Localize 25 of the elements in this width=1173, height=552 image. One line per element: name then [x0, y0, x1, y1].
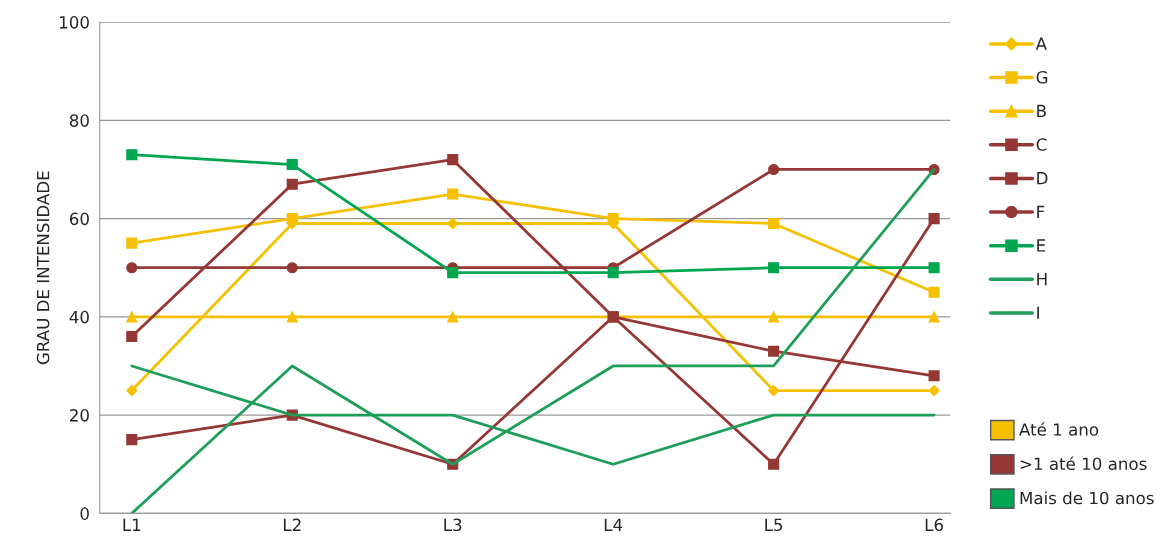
- legend-label: I: [1037, 306, 1039, 319]
- x-tick-label: L6: [925, 518, 943, 532]
- legend-label: A: [1035, 37, 1047, 50]
- text: >1 até 10 anos: [1020, 456, 1147, 471]
- legend-label: C: [1036, 138, 1047, 151]
- x-tick-label: L3: [444, 518, 462, 532]
- y-tick-label: 40: [69, 310, 89, 324]
- y-tick-label: 20: [70, 409, 89, 422]
- legend-label: E: [1037, 239, 1046, 252]
- y-tick-label: 0: [80, 507, 89, 520]
- y-tick-label: 60: [69, 212, 89, 226]
- text: Mais de 10 anos: [1020, 491, 1154, 505]
- y-tick-label: 100: [60, 16, 89, 29]
- x-tick-label: L5: [765, 518, 783, 532]
- legend-label: D: [1037, 172, 1048, 185]
- x-tick-label: L4: [604, 518, 623, 531]
- text: Até 1 ano: [1019, 422, 1099, 436]
- legend-label: F: [1037, 205, 1045, 218]
- x-tick-label: L2: [283, 518, 301, 531]
- legend-label: B: [1037, 104, 1046, 117]
- x-tick-label: L1: [123, 518, 141, 531]
- y-tick-label: 80: [69, 114, 89, 127]
- legend-label: G: [1036, 71, 1048, 84]
- legend-label: H: [1037, 273, 1047, 286]
- y-axis-title: GRAU DE INTENSIDADE: [36, 171, 50, 365]
